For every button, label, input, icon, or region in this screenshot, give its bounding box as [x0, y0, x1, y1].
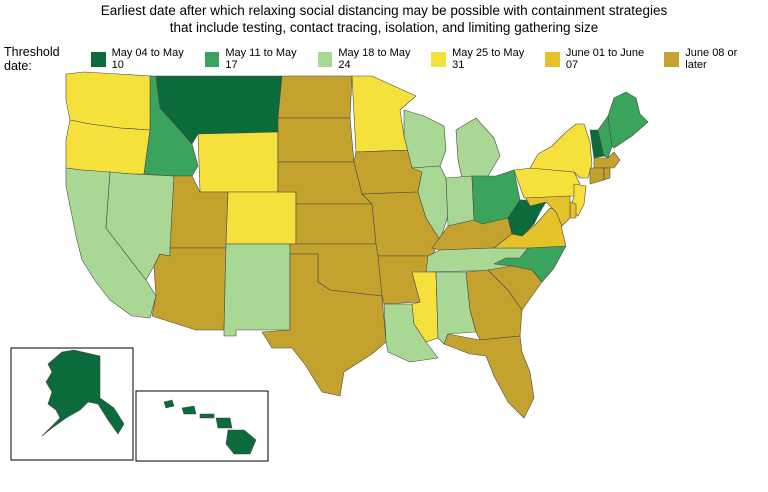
legend-item-may-18: May 18 to May 24	[317, 47, 420, 71]
legend-item-june-08: June 08 or later	[664, 47, 756, 71]
state-pennsylvania	[513, 167, 581, 199]
state-wyoming	[197, 131, 279, 193]
state-alaska	[41, 349, 125, 437]
state-south-dakota	[277, 117, 355, 163]
legend-swatch	[204, 51, 220, 67]
state-north-dakota	[277, 75, 353, 119]
state-hawaii-big-island	[225, 429, 257, 455]
alaska-inset	[10, 347, 134, 461]
legend-label: May 11 to May 17	[225, 47, 297, 71]
map-title: Earliest date after which relaxing socia…	[0, 2, 768, 36]
state-wisconsin	[403, 109, 447, 169]
state-hawaii-molokai	[199, 413, 215, 419]
state-new-hampshire	[597, 115, 613, 159]
legend-label: June 08 or later	[685, 47, 738, 71]
legend: Threshold date: May 04 to May 10 May 11 …	[4, 45, 768, 73]
state-washington	[65, 71, 153, 131]
state-maine	[607, 91, 649, 149]
legend-swatch	[664, 51, 680, 67]
legend-label: June 01 to June 07	[565, 47, 645, 71]
state-florida	[443, 333, 535, 419]
legend-item-may-04: May 04 to May 10	[90, 47, 193, 71]
state-delaware	[569, 201, 577, 219]
state-arizona	[151, 247, 227, 331]
state-maryland	[525, 195, 571, 227]
legend-swatch	[431, 51, 447, 67]
contiguous-states	[65, 71, 649, 419]
title-line-2: that include testing, contact tracing, i…	[169, 20, 599, 35]
state-connecticut	[589, 167, 605, 185]
state-hawaii-kauai	[163, 399, 175, 409]
state-new-york	[529, 123, 593, 179]
legend-swatch	[90, 51, 106, 67]
legend-label: May 04 to May 10	[111, 47, 184, 71]
legend-item-may-11: May 11 to May 17	[204, 47, 306, 71]
state-north-carolina	[493, 245, 567, 283]
legend-item-june-01: June 01 to June 07	[545, 47, 652, 71]
legend-swatch	[545, 51, 560, 67]
state-hawaii-maui	[215, 417, 233, 429]
state-west-virginia	[507, 199, 547, 237]
legend-title: Threshold date:	[4, 45, 60, 73]
hawaii-inset	[135, 390, 269, 462]
state-kansas	[295, 203, 377, 245]
title-line-1: Earliest date after which relaxing socia…	[100, 3, 668, 18]
state-texas	[261, 253, 387, 397]
state-michigan	[455, 117, 501, 179]
legend-label: May 25 to May 31	[452, 47, 525, 71]
hawaii-inset-frame	[135, 390, 269, 462]
state-new-mexico	[223, 243, 291, 337]
legend-label: May 18 to May 24	[338, 47, 411, 71]
alaska-inset-frame	[10, 347, 134, 461]
legend-swatch	[317, 51, 333, 67]
state-indiana	[445, 175, 475, 227]
state-rhode-island	[603, 167, 611, 181]
state-colorado	[225, 191, 297, 245]
legend-item-may-25: May 25 to May 31	[431, 47, 533, 71]
state-hawaii-oahu	[181, 405, 197, 415]
